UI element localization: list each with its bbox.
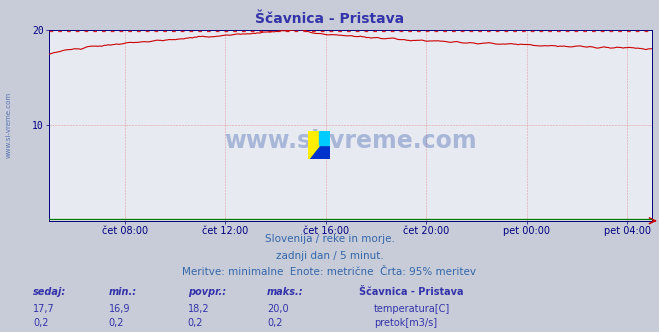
Text: sedaj:: sedaj:: [33, 287, 66, 297]
Text: www.si-vreme.com: www.si-vreme.com: [225, 128, 477, 153]
Text: 0,2: 0,2: [267, 318, 283, 328]
Text: www.si-vreme.com: www.si-vreme.com: [5, 92, 12, 158]
Text: 0,2: 0,2: [109, 318, 125, 328]
Text: 20,0: 20,0: [267, 304, 289, 314]
Text: temperatura[C]: temperatura[C]: [374, 304, 450, 314]
Text: pretok[m3/s]: pretok[m3/s]: [374, 318, 437, 328]
Text: povpr.:: povpr.:: [188, 287, 226, 297]
Text: zadnji dan / 5 minut.: zadnji dan / 5 minut.: [275, 251, 384, 261]
Text: 0,2: 0,2: [33, 318, 49, 328]
Text: 16,9: 16,9: [109, 304, 130, 314]
Text: min.:: min.:: [109, 287, 137, 297]
Text: Meritve: minimalne  Enote: metrične  Črta: 95% meritev: Meritve: minimalne Enote: metrične Črta:…: [183, 267, 476, 277]
Text: Slovenija / reke in morje.: Slovenija / reke in morje.: [264, 234, 395, 244]
Text: Ščavnica - Pristava: Ščavnica - Pristava: [359, 287, 464, 297]
Polygon shape: [308, 131, 330, 159]
Polygon shape: [319, 131, 330, 145]
Text: 17,7: 17,7: [33, 304, 55, 314]
Text: 18,2: 18,2: [188, 304, 210, 314]
Text: 0,2: 0,2: [188, 318, 204, 328]
Polygon shape: [308, 131, 330, 159]
Text: Ščavnica - Pristava: Ščavnica - Pristava: [255, 12, 404, 26]
Text: maks.:: maks.:: [267, 287, 304, 297]
